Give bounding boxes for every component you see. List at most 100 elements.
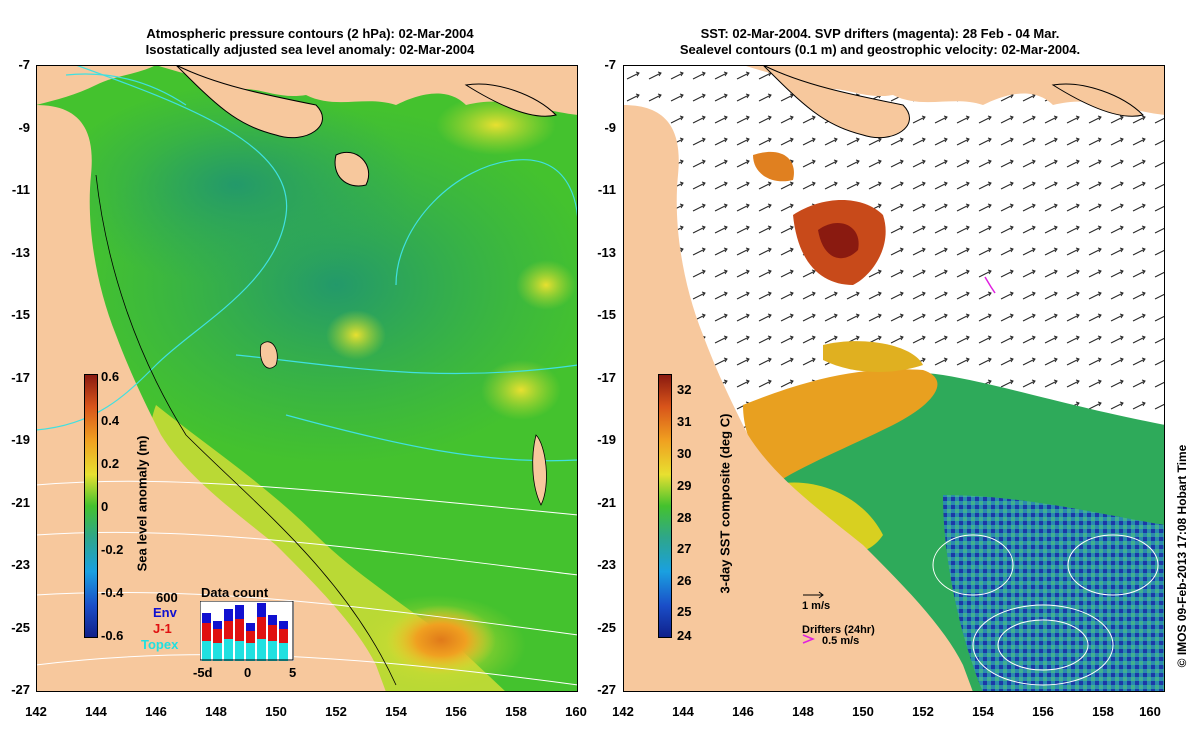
- x-tick-label: 152: [325, 704, 347, 719]
- sst-warm-patch: [818, 222, 859, 259]
- x-tick-label: 156: [1032, 704, 1054, 719]
- x-tick-label: 154: [972, 704, 994, 719]
- y-tick-label: -7: [604, 57, 616, 72]
- reef-outline: [259, 341, 278, 369]
- y-tick-label: -9: [604, 120, 616, 135]
- inset-x-tick: -5d: [193, 665, 213, 680]
- sst-colorbar: [658, 374, 672, 638]
- inset-max-label: 600: [156, 590, 178, 605]
- land-australia: [623, 105, 973, 692]
- x-tick-label: 144: [85, 704, 107, 719]
- pressure-contour-cyan: [395, 159, 578, 286]
- x-tick-label: 142: [25, 704, 47, 719]
- data-count-bars: [200, 601, 294, 661]
- pressure-contour-cyan: [65, 73, 187, 106]
- y-tick-label: -11: [597, 182, 616, 197]
- colorbar-tick-label: -0.6: [101, 628, 124, 643]
- left-map: [36, 65, 578, 692]
- sealevel-contour: [997, 619, 1089, 671]
- colorbar-tick-label: 27: [677, 541, 692, 556]
- legend-j1: J-1: [153, 621, 172, 636]
- positive-anomaly: [326, 310, 386, 360]
- land-png-peninsula: [762, 65, 910, 139]
- sst-field-warm: [823, 341, 923, 372]
- right-title-line2: Sealevel contours (0.1 m) and geostrophi…: [679, 42, 1081, 57]
- colorbar-tick-label: 29: [677, 478, 692, 493]
- x-tick-label: 156: [445, 704, 467, 719]
- left-title-line1: Atmospheric pressure contours (2 hPa): 0…: [146, 26, 474, 41]
- sla-colorbar-label: Sea level anomaly (m): [134, 435, 150, 572]
- legend-env: Env: [153, 605, 177, 620]
- x-tick-label: 144: [672, 704, 694, 719]
- legend-topex: Topex: [141, 637, 179, 652]
- left-title-line2: Isostatically adjusted sea level anomaly…: [145, 42, 475, 57]
- y-tick-label: -25: [597, 620, 616, 635]
- colorbar-tick-label: -0.2: [101, 542, 124, 557]
- colorbar-tick-label: 0: [101, 499, 109, 514]
- colorbar-tick-label: 25: [677, 604, 692, 619]
- land-islands: [464, 83, 557, 117]
- x-tick-label: 142: [612, 704, 634, 719]
- y-tick-label: -19: [597, 432, 616, 447]
- positive-anomaly-peak: [386, 605, 496, 675]
- land-png: [36, 65, 578, 115]
- y-tick-label: -17: [11, 370, 30, 385]
- sealevel-contour: [972, 604, 1114, 686]
- sealevel-contour: [932, 534, 1014, 596]
- colorbar-tick-label: 24: [677, 628, 692, 643]
- pressure-contour: [36, 531, 578, 576]
- positive-anomaly: [516, 260, 576, 310]
- shelf-contour: [95, 174, 397, 686]
- y-tick-label: -23: [597, 557, 616, 572]
- sst-field-warm: [743, 369, 938, 485]
- y-tick-label: -21: [597, 495, 616, 510]
- sla-colorbar: [84, 374, 98, 638]
- x-tick-label: 148: [205, 704, 227, 719]
- pressure-contour: [36, 591, 578, 636]
- right-map: [623, 65, 1165, 692]
- x-tick-label: 146: [145, 704, 167, 719]
- drifter-speed-marker: [802, 634, 816, 644]
- left-map-frame: [36, 65, 578, 692]
- x-tick-label: 148: [792, 704, 814, 719]
- colorbar-tick-label: 0.6: [101, 369, 120, 384]
- colorbar-tick-label: 26: [677, 573, 692, 588]
- velocity-scale-label: 1 m/s: [802, 600, 831, 612]
- y-tick-label: -11: [11, 182, 30, 197]
- credit-text: © IMOS 09-Feb-2013 17:08 Hobart Time: [1175, 444, 1189, 668]
- x-tick-label: 154: [385, 704, 407, 719]
- y-tick-label: -19: [11, 432, 30, 447]
- deep-green-region: [56, 85, 416, 285]
- right-map-frame: [623, 65, 1165, 692]
- sealevel-contour: [1067, 534, 1159, 596]
- x-tick-label: 158: [505, 704, 527, 719]
- y-tick-label: -13: [11, 245, 30, 260]
- drifter-track: [984, 276, 996, 294]
- x-tick-label: 150: [265, 704, 287, 719]
- reef-outline: [532, 434, 547, 506]
- x-tick-label: 160: [1139, 704, 1161, 719]
- x-tick-label: 146: [732, 704, 754, 719]
- land-png: [623, 65, 1165, 115]
- inset-title: Data count: [201, 585, 269, 600]
- land-png-peninsula: [175, 65, 323, 139]
- drifter-speed-label: 0.5 m/s: [822, 635, 860, 647]
- y-tick-label: -21: [11, 495, 30, 510]
- y-tick-label: -17: [597, 370, 616, 385]
- colorbar-tick-label: 0.4: [101, 413, 120, 428]
- pressure-contour-cyan: [36, 65, 288, 431]
- inset-x-tick: 0: [244, 665, 252, 680]
- y-tick-label: -9: [18, 120, 30, 135]
- x-tick-label: 150: [852, 704, 874, 719]
- land-islands: [1051, 83, 1144, 117]
- colorbar-tick-label: -0.4: [101, 585, 124, 600]
- bar-stack: [202, 603, 288, 661]
- y-tick-label: -7: [18, 57, 30, 72]
- y-tick-label: -25: [11, 620, 30, 635]
- x-tick-label: 160: [565, 704, 587, 719]
- y-tick-label: -15: [597, 307, 616, 322]
- sst-colorbar-label: 3-day SST composite (deg C): [717, 413, 733, 594]
- colorbar-tick-label: 31: [677, 414, 692, 429]
- y-tick-label: -15: [11, 307, 30, 322]
- right-title-line1: SST: 02-Mar-2004. SVP drifters (magenta)…: [700, 26, 1060, 41]
